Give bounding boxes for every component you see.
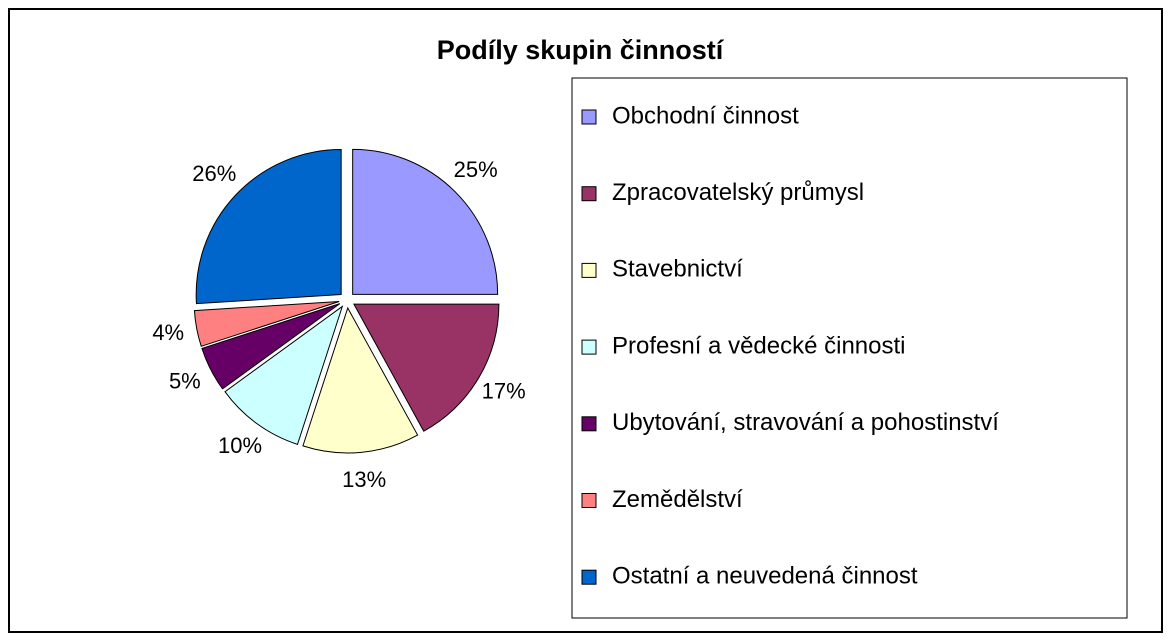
legend-label: Stavebnictví [612, 256, 743, 283]
data-label: 17% [482, 378, 526, 403]
legend-label: Ubytování, stravování a pohostinství [612, 409, 999, 436]
legend-swatch [581, 339, 597, 355]
legend-swatch [581, 262, 597, 278]
pie-slice [352, 148, 499, 295]
legend-swatch [581, 569, 597, 585]
legend-label: Zpracovatelský průmysl [612, 179, 864, 206]
chart-title: Podíly skupin činností [437, 35, 725, 65]
data-label: 13% [342, 467, 386, 492]
legend-box [571, 77, 1128, 619]
pie-slice [195, 149, 342, 305]
legend-label: Obchodní činnost [612, 102, 799, 129]
data-label: 25% [454, 157, 498, 182]
legend-swatch [581, 416, 597, 432]
pie-slice [193, 300, 340, 347]
legend-swatch [581, 109, 597, 125]
data-label: 4% [152, 320, 184, 345]
legend-label: Profesní a vědecké činnosti [612, 332, 906, 359]
legend-swatch [581, 493, 597, 508]
legend-label: Zemědělství [612, 486, 743, 513]
data-label: 26% [192, 161, 236, 186]
pie-slice [201, 303, 341, 390]
pie-slice [302, 306, 419, 454]
pie-slice [224, 305, 344, 446]
legend-label: Ostatní a neuvedená činnost [612, 563, 918, 590]
pie-slice [353, 303, 500, 432]
legend-swatch [581, 186, 597, 202]
data-label: 10% [218, 433, 262, 458]
data-label: 5% [169, 368, 201, 393]
